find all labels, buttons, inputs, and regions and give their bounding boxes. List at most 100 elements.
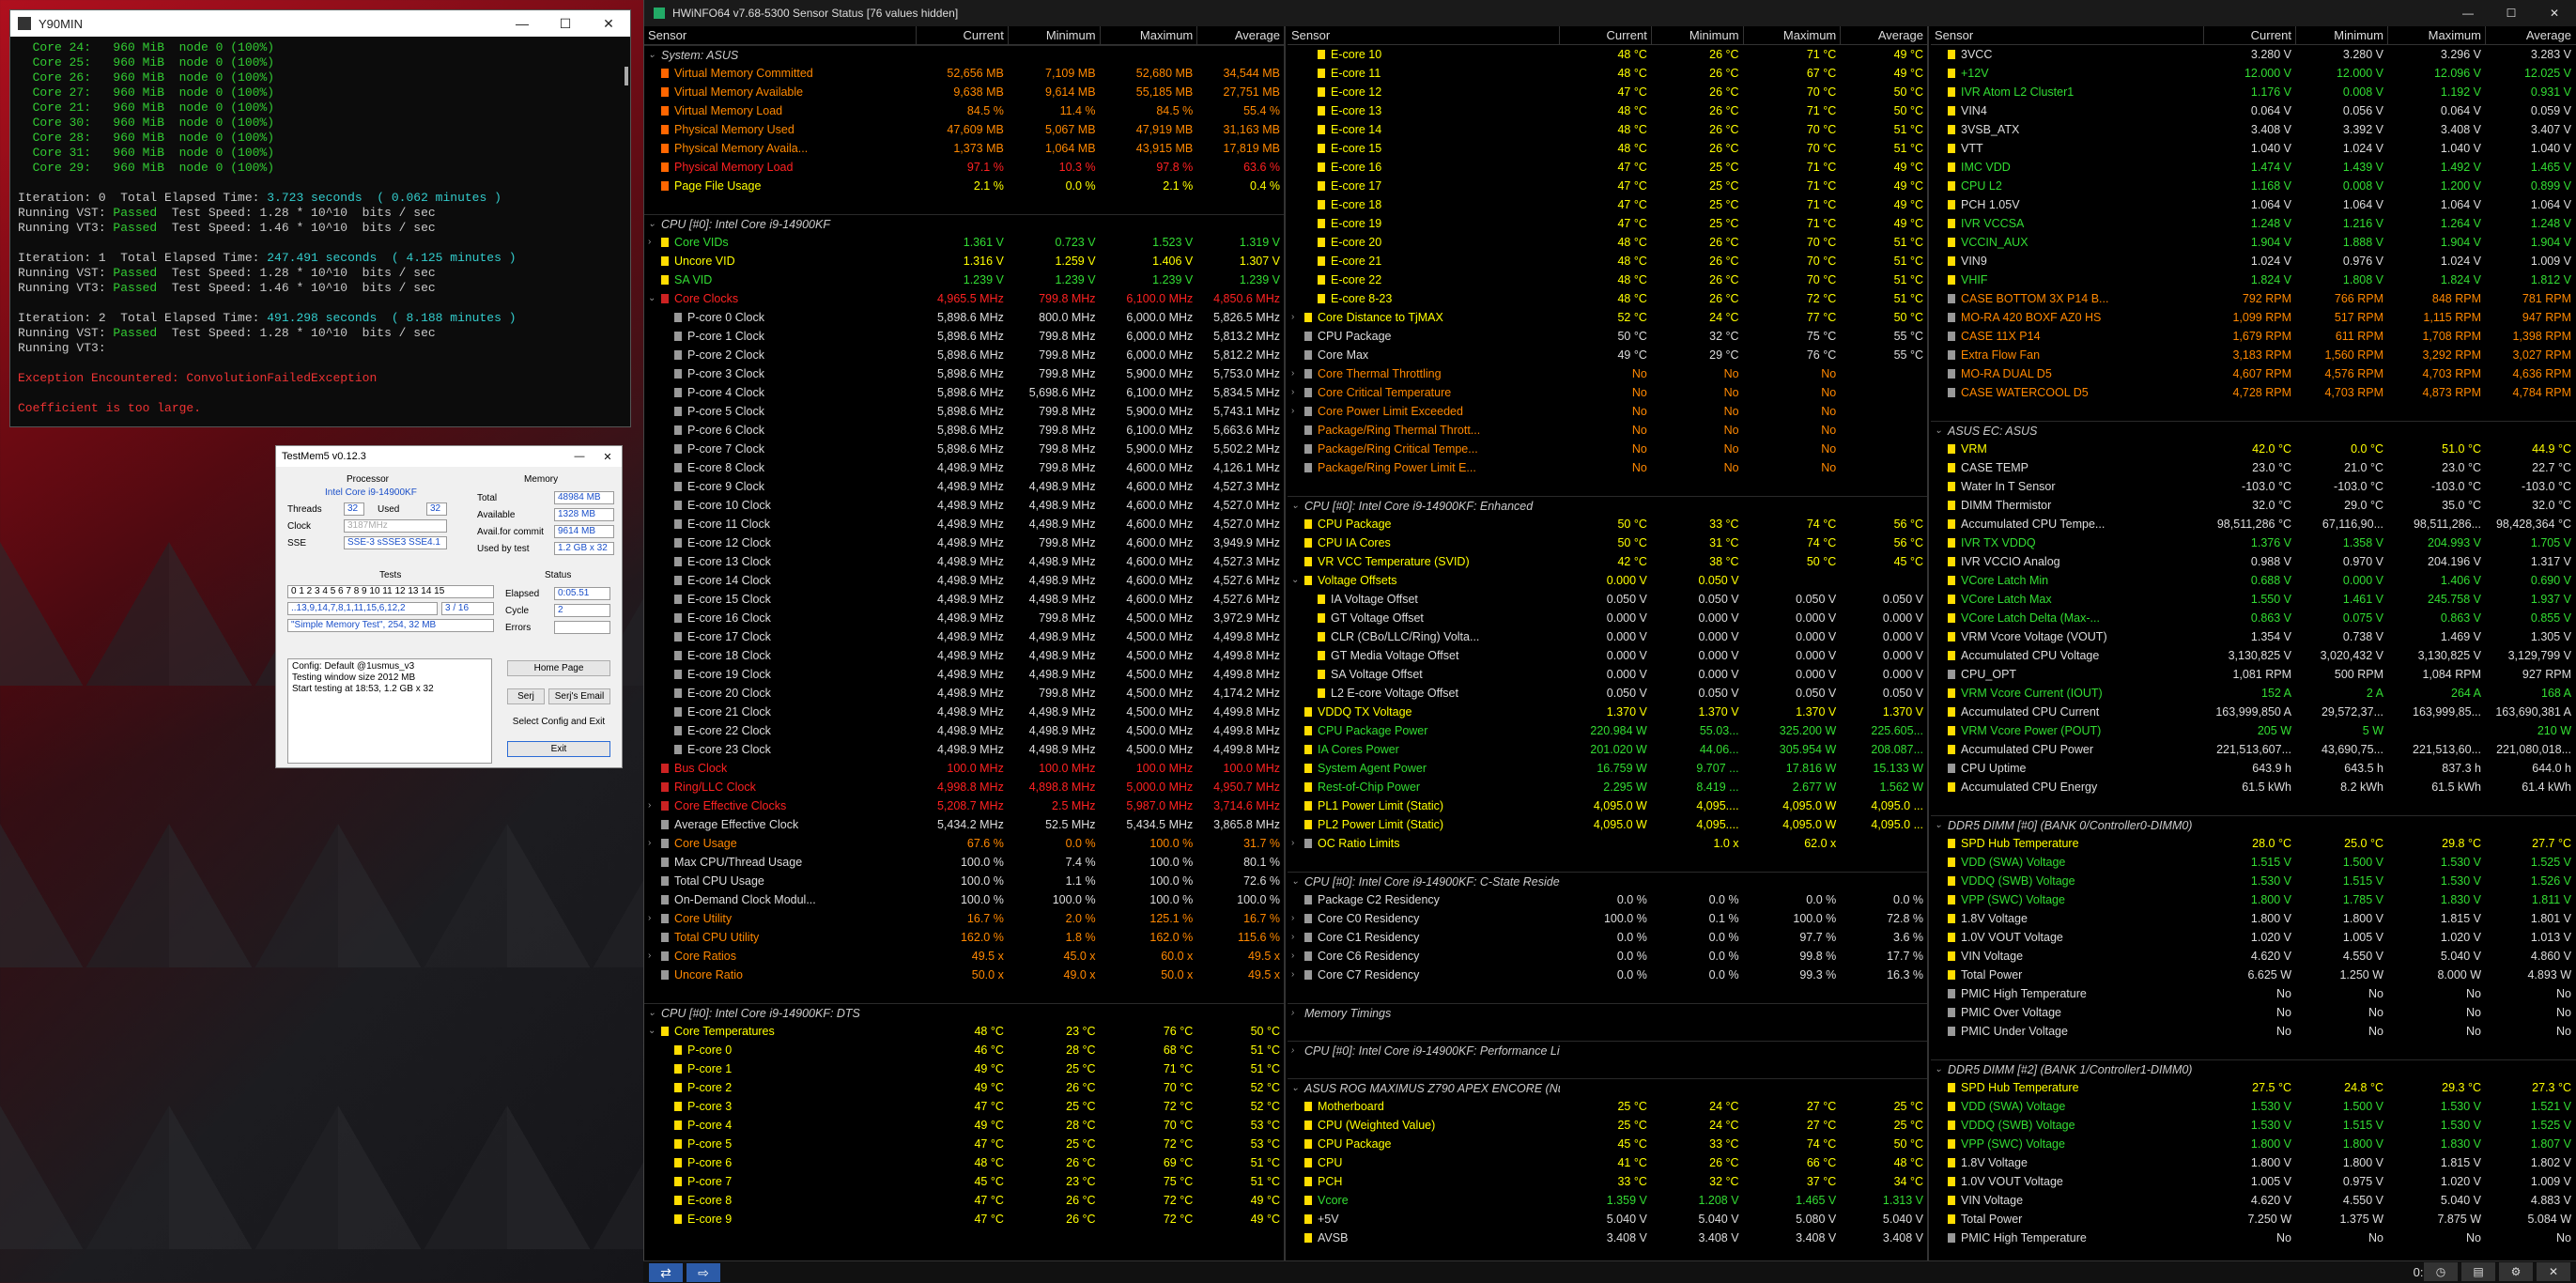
- clock-icon[interactable]: ◷: [2424, 1262, 2458, 1281]
- sensor-row[interactable]: E-core 16 47 °C 25 °C 71 °C 49 °C: [1288, 158, 1927, 177]
- sensor-row[interactable]: Core Max 49 °C 29 °C 76 °C 55 °C: [1288, 346, 1927, 364]
- sensor-group-header[interactable]: ⌄ DDR5 DIMM [#2] (BANK 1/Controller1-DIMM…: [1931, 1059, 2576, 1078]
- sensor-row[interactable]: › Core Utility 16.7 % 2.0 % 125.1 % 16.7 %: [644, 909, 1284, 928]
- sensor-row[interactable]: VRM Vcore Power (POUT) 205 W 5 W 210 W: [1931, 721, 2576, 740]
- expand-chevron-icon[interactable]: ›: [1291, 312, 1295, 322]
- column-header[interactable]: Maximum: [1742, 26, 1841, 44]
- column-header[interactable]: Maximum: [2387, 26, 2485, 44]
- sensor-row[interactable]: Extra Flow Fan 3,183 RPM 1,560 RPM 3,292 RP…: [1931, 346, 2576, 364]
- sensor-row[interactable]: E-core 19 47 °C 25 °C 71 °C 49 °C: [1288, 214, 1927, 233]
- column-header[interactable]: Current: [1559, 26, 1651, 44]
- collapse-chevron-icon[interactable]: ⌄: [648, 1007, 656, 1018]
- sensor-row[interactable]: CPU Uptime 643.9 h 643.5 h 837.3 h 644.0 h: [1931, 759, 2576, 778]
- sensor-row[interactable]: E-core 9 47 °C 26 °C 72 °C 49 °C: [644, 1210, 1284, 1229]
- sensor-row[interactable]: IVR Atom L2 Cluster1 1.176 V 0.008 V 1.192 …: [1931, 83, 2576, 101]
- report-icon[interactable]: ▤: [2461, 1262, 2495, 1281]
- sensor-row[interactable]: P-core 0 Clock 5,898.6 MHz 800.0 MHz 6,000.…: [644, 308, 1284, 327]
- sensor-row[interactable]: Accumulated CPU Power 221,513,607... 43,69…: [1931, 740, 2576, 759]
- sensor-row[interactable]: › Core Thermal Throttling No No No: [1288, 364, 1927, 383]
- sensor-row[interactable]: MO-RA 420 BOXF AZ0 HS 1,099 RPM 517 RPM 1,1…: [1931, 308, 2576, 327]
- sensor-row[interactable]: VDDQ (SWB) Voltage 1.530 V 1.515 V 1.530 V 1…: [1931, 1116, 2576, 1135]
- sensor-row[interactable]: E-core 18 Clock 4,498.9 MHz 4,498.9 MHz 4,5…: [644, 646, 1284, 665]
- console-scrollbar[interactable]: [625, 67, 628, 85]
- sensor-row[interactable]: Package/Ring Critical Tempe... No No No: [1288, 440, 1927, 458]
- sensor-row[interactable]: Package/Ring Thermal Thrott... No No No: [1288, 421, 1927, 440]
- collapse-chevron-icon[interactable]: ⌄: [1935, 1063, 1943, 1074]
- sensor-row[interactable]: Virtual Memory Committed 52,656 MB 7,109 M…: [644, 64, 1284, 83]
- sensor-row[interactable]: E-core 9 Clock 4,498.9 MHz 4,498.9 MHz 4,60…: [644, 477, 1284, 496]
- sensor-row[interactable]: E-core 10 48 °C 26 °C 71 °C 49 °C: [1288, 45, 1927, 64]
- sensor-row[interactable]: Water In T Sensor -103.0 °C -103.0 °C -103.…: [1931, 477, 2576, 496]
- sensor-row[interactable]: P-core 2 49 °C 26 °C 70 °C 52 °C: [644, 1078, 1284, 1097]
- sensor-row[interactable]: Total CPU Usage 100.0 % 1.1 % 100.0 % 72.6 %: [644, 872, 1284, 890]
- sensor-row[interactable]: SA Voltage Offset 0.000 V 0.000 V 0.000 V 0.…: [1288, 665, 1927, 684]
- sensor-row[interactable]: Accumulated CPU Energy 61.5 kWh 8.2 kWh 61.…: [1931, 778, 2576, 796]
- sensor-row[interactable]: Uncore VID 1.316 V 1.259 V 1.406 V 1.307 V: [644, 252, 1284, 271]
- sensor-row[interactable]: E-core 19 Clock 4,498.9 MHz 4,498.9 MHz 4,5…: [644, 665, 1284, 684]
- sensor-row[interactable]: VIN Voltage 4.620 V 4.550 V 5.040 V 4.883 V: [1931, 1191, 2576, 1210]
- sensor-row[interactable]: E-core 18 47 °C 25 °C 71 °C 49 °C: [1288, 195, 1927, 214]
- sensor-row[interactable]: Virtual Memory Available 9,638 MB 9,614 MB…: [644, 83, 1284, 101]
- sensor-row[interactable]: Accumulated CPU Tempe... 98,511,286 °C 67,…: [1931, 515, 2576, 533]
- collapse-chevron-icon[interactable]: ⌄: [648, 293, 656, 303]
- sensor-pane-1[interactable]: Sensor Current Minimum Maximum Average ⌄ Syste…: [644, 26, 1286, 1260]
- sensor-group-header[interactable]: ⌄ ASUS EC: ASUS: [1931, 421, 2576, 440]
- sensor-row[interactable]: System Agent Power 16.759 W 9.707 ... 17.81…: [1288, 759, 1927, 778]
- sensor-row[interactable]: P-core 2 Clock 5,898.6 MHz 799.8 MHz 6,000.…: [644, 346, 1284, 364]
- sensor-row[interactable]: 1.8V Voltage 1.800 V 1.800 V 1.815 V 1.801 V: [1931, 909, 2576, 928]
- sensor-row[interactable]: Motherboard 25 °C 24 °C 27 °C 25 °C: [1288, 1097, 1927, 1116]
- collapse-chevron-icon[interactable]: ⌄: [1291, 500, 1300, 511]
- sensor-row[interactable]: Total CPU Utility 162.0 % 1.8 % 162.0 % 115.…: [644, 928, 1284, 947]
- sensor-row[interactable]: Average Effective Clock 5,434.2 MHz 52.5 M…: [644, 815, 1284, 834]
- column-header[interactable]: Maximum: [1099, 26, 1197, 44]
- sensor-row[interactable]: E-core 21 Clock 4,498.9 MHz 4,498.9 MHz 4,5…: [644, 703, 1284, 721]
- column-header[interactable]: Sensor: [648, 28, 687, 42]
- home-page-button[interactable]: Home Page: [507, 660, 610, 676]
- sensor-row[interactable]: E-core 10 Clock 4,498.9 MHz 4,498.9 MHz 4,6…: [644, 496, 1284, 515]
- sensor-row[interactable]: 1.0V VOUT Voltage 1.005 V 0.975 V 1.020 V 1.…: [1931, 1172, 2576, 1191]
- sensor-row[interactable]: Max CPU/Thread Usage 100.0 % 7.4 % 100.0 % 8…: [644, 853, 1284, 872]
- column-header[interactable]: Sensor: [1935, 28, 1974, 42]
- sensor-row[interactable]: Rest-of-Chip Power 2.295 W 8.419 ... 2.677 …: [1288, 778, 1927, 796]
- minimize-icon[interactable]: —: [574, 450, 585, 462]
- close-sensors-icon[interactable]: ✕: [2537, 1262, 2570, 1281]
- sensor-row[interactable]: PCH 1.05V 1.064 V 1.064 V 1.064 V 1.064 V: [1931, 195, 2576, 214]
- collapse-chevron-icon[interactable]: ›: [1291, 1007, 1295, 1018]
- expand-chevron-icon[interactable]: ›: [1291, 951, 1295, 961]
- sensor-row[interactable]: MO-RA DUAL D5 4,607 RPM 4,576 RPM 4,703 RPM…: [1931, 364, 2576, 383]
- column-header[interactable]: Current: [2203, 26, 2295, 44]
- sensor-row[interactable]: [1288, 1059, 1927, 1078]
- hwinfo-titlebar[interactable]: HWiNFO64 v7.68-5300 Sensor Status [76 va…: [644, 0, 2576, 26]
- sensor-row[interactable]: CPU IA Cores 50 °C 31 °C 74 °C 56 °C: [1288, 533, 1927, 552]
- sensor-row[interactable]: PMIC Under Voltage No No No No: [1931, 1022, 2576, 1041]
- sensor-row[interactable]: SPD Hub Temperature 28.0 °C 25.0 °C 29.8 °C…: [1931, 834, 2576, 853]
- minimize-icon[interactable]: —: [2462, 7, 2474, 20]
- column-header[interactable]: Average: [1196, 26, 1284, 44]
- expand-chevron-icon[interactable]: ›: [1291, 932, 1295, 942]
- sensor-row[interactable]: [1931, 402, 2576, 421]
- sensor-row[interactable]: CASE TEMP 23.0 °C 21.0 °C 23.0 °C 22.7 °C: [1931, 458, 2576, 477]
- sensor-row[interactable]: CPU Package 50 °C 32 °C 75 °C 55 °C: [1288, 327, 1927, 346]
- sensor-row[interactable]: ⌄ Core Temperatures 48 °C 23 °C 76 °C 50 °C: [644, 1022, 1284, 1041]
- expand-chevron-icon[interactable]: ›: [1291, 913, 1295, 923]
- close-icon[interactable]: ✕: [603, 15, 614, 31]
- sensor-row[interactable]: GT Voltage Offset 0.000 V 0.000 V 0.000 V 0.…: [1288, 609, 1927, 627]
- sensor-row[interactable]: E-core 20 48 °C 26 °C 70 °C 51 °C: [1288, 233, 1927, 252]
- serj-email-button[interactable]: Serj's Email: [548, 688, 610, 704]
- sensor-row[interactable]: [1288, 984, 1927, 1003]
- sensor-row[interactable]: Total Power 7.250 W 1.375 W 7.875 W 5.084 W: [1931, 1210, 2576, 1229]
- sensor-row[interactable]: E-core 22 Clock 4,498.9 MHz 4,498.9 MHz 4,5…: [644, 721, 1284, 740]
- sensor-row[interactable]: P-core 1 49 °C 25 °C 71 °C 51 °C: [644, 1059, 1284, 1078]
- sensor-group-header[interactable]: ⌄ CPU [#0]: Intel Core i9-14900KF: Enhanc…: [1288, 496, 1927, 515]
- sensor-row[interactable]: VRM Vcore Current (IOUT) 152 A 2 A 264 A 168…: [1931, 684, 2576, 703]
- sensor-row[interactable]: DIMM Thermistor 32.0 °C 29.0 °C 35.0 °C 32.0…: [1931, 496, 2576, 515]
- nav-back-icon[interactable]: ⇄: [649, 1263, 683, 1282]
- sensor-row[interactable]: IVR TX VDDQ 1.376 V 1.358 V 204.993 V 1.705 …: [1931, 533, 2576, 552]
- sensor-row[interactable]: VCore Latch Max 1.550 V 1.461 V 245.758 V 1.…: [1931, 590, 2576, 609]
- sensor-row[interactable]: E-core 11 48 °C 26 °C 67 °C 49 °C: [1288, 64, 1927, 83]
- expand-chevron-icon[interactable]: ›: [648, 913, 652, 923]
- expand-chevron-icon[interactable]: ›: [1291, 368, 1295, 379]
- close-icon[interactable]: ✕: [2549, 7, 2560, 20]
- sensor-row[interactable]: 1.0V VOUT Voltage 1.020 V 1.005 V 1.020 V 1.…: [1931, 928, 2576, 947]
- collapse-chevron-icon[interactable]: ⌄: [1291, 875, 1300, 887]
